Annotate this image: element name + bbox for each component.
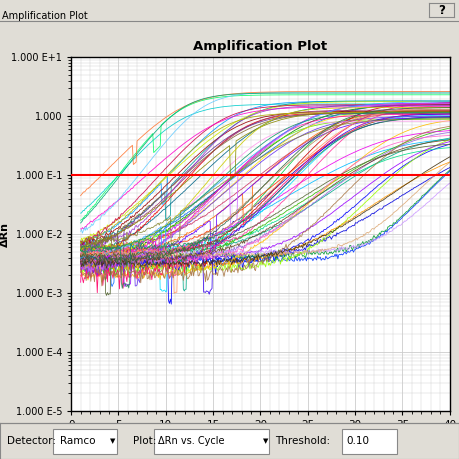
- Text: ▼: ▼: [263, 438, 268, 444]
- Text: ▼: ▼: [110, 438, 115, 444]
- Text: Threshold:: Threshold:: [275, 436, 330, 446]
- Text: Amplification Plot: Amplification Plot: [2, 11, 88, 22]
- Y-axis label: ΔRn: ΔRn: [0, 222, 10, 246]
- Text: Detector:: Detector:: [7, 436, 56, 446]
- Text: ?: ?: [438, 4, 445, 17]
- Bar: [53, 429, 117, 453]
- X-axis label: Cycle: Cycle: [242, 436, 279, 448]
- Text: 0.10: 0.10: [347, 436, 369, 446]
- Bar: [342, 429, 397, 453]
- Text: ΔRn vs. Cycle: ΔRn vs. Cycle: [158, 436, 225, 446]
- Text: Plot:: Plot:: [133, 436, 157, 446]
- Title: Amplification Plot: Amplification Plot: [193, 40, 328, 53]
- Bar: [154, 429, 269, 453]
- Text: Ramco: Ramco: [60, 436, 95, 446]
